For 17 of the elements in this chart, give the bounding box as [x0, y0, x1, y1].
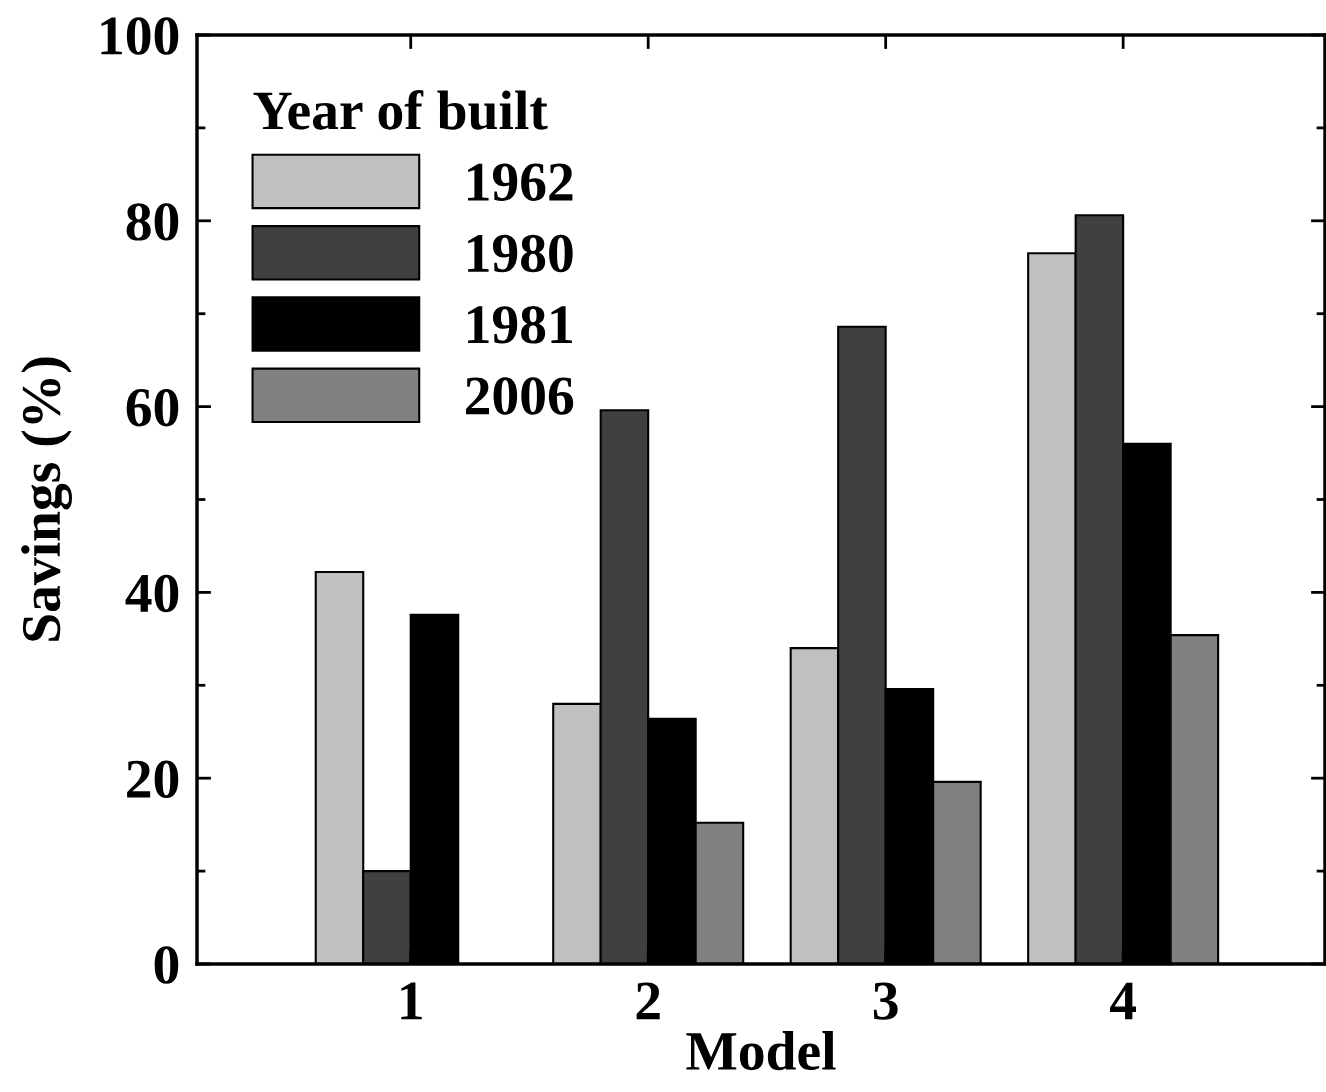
y-tick-label: 60: [126, 388, 179, 427]
legend-label: 1980: [468, 234, 573, 273]
y-tick-label: 40: [125, 574, 179, 613]
x-axis-title: Model: [686, 1031, 836, 1071]
x-tick-label: 2: [636, 982, 660, 1020]
y-tick-label: 0: [154, 946, 179, 984]
y-tick-label: 80: [126, 203, 179, 241]
legend-label: 1962: [468, 163, 573, 201]
legend-title: Year of built: [253, 89, 548, 130]
legend-label: 1981: [468, 305, 572, 344]
y-tick-label: 20: [127, 760, 179, 799]
legend-label: 2006: [466, 377, 574, 415]
y-tick-label: 100: [101, 17, 179, 55]
y-axis-title: Savings (%): [21, 357, 72, 641]
x-tick-label: 3: [873, 982, 898, 1020]
x-tick-label: 1: [401, 982, 422, 1020]
x-tick-label: 4: [1110, 982, 1136, 1020]
